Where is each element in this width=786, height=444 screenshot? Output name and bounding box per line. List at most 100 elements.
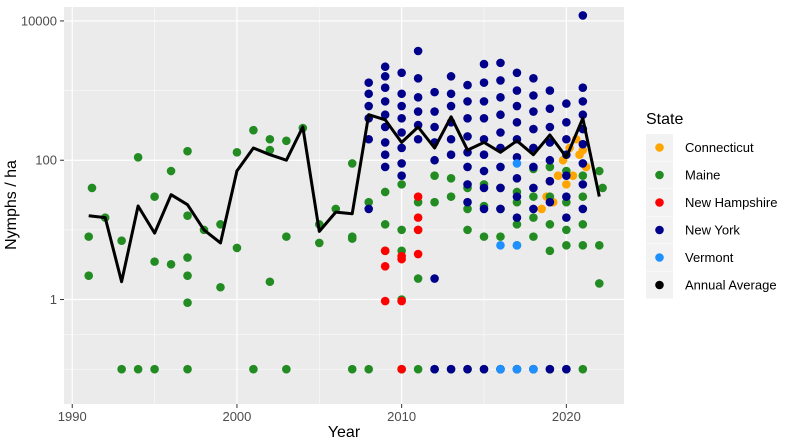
new-york-point <box>512 101 522 111</box>
new-york-point <box>529 124 538 134</box>
maine-point <box>265 134 275 144</box>
new-york-point <box>479 204 489 214</box>
maine-point <box>413 274 423 283</box>
new-york-point <box>413 93 423 102</box>
y-tick-label: 1 <box>50 292 57 307</box>
new-york-point <box>380 150 390 160</box>
vermont-point <box>512 159 522 168</box>
maine-point <box>529 232 538 241</box>
new-york-point <box>496 183 505 193</box>
new-york-point <box>545 197 555 207</box>
new-york-point <box>463 80 472 90</box>
maine-point <box>380 187 390 197</box>
maine-point <box>249 125 258 135</box>
maine-point <box>183 211 192 220</box>
legend-key-new-york <box>655 225 664 235</box>
legend-label-annual-average: Annual Average <box>685 278 777 293</box>
new-york-point <box>496 128 505 137</box>
new-york-point <box>562 364 571 374</box>
new-york-point <box>529 162 538 172</box>
maine-point <box>314 238 324 248</box>
maine-point <box>347 364 357 374</box>
maine-point <box>133 364 143 374</box>
new-york-point <box>413 107 423 116</box>
maine-point <box>150 257 159 266</box>
legend: State Connecticut Maine New Hampshire New Y… <box>646 111 777 299</box>
new-york-point <box>562 171 571 180</box>
new-hampshire-point <box>413 249 423 259</box>
maine-point <box>430 197 439 207</box>
new-york-point <box>578 83 588 92</box>
new-york-point <box>512 68 522 78</box>
new-york-point <box>463 162 472 172</box>
new-york-point <box>463 180 472 189</box>
maine-point <box>117 364 126 374</box>
y-tick-label: 100 <box>35 153 57 168</box>
vermont-point <box>496 241 505 250</box>
legend-label-vermont: Vermont <box>685 250 734 265</box>
maine-point <box>282 364 291 374</box>
connecticut-point <box>568 171 578 180</box>
maine-point <box>183 364 192 374</box>
panel-background <box>64 7 624 404</box>
new-york-point <box>413 74 423 83</box>
maine-point <box>594 241 604 250</box>
maine-point <box>232 147 242 157</box>
maine-point <box>562 225 571 235</box>
x-tick-label: 2020 <box>552 409 581 424</box>
maine-point <box>84 271 94 280</box>
new-york-point <box>479 134 489 144</box>
new-york-point <box>463 97 472 106</box>
new-york-point <box>562 134 571 144</box>
new-hampshire-point <box>413 225 423 235</box>
maine-point <box>446 192 456 201</box>
new-york-point <box>463 197 472 207</box>
maine-point <box>545 220 555 229</box>
maine-point <box>117 236 126 245</box>
new-york-point <box>364 204 374 214</box>
maine-point <box>529 213 538 222</box>
new-york-point <box>479 97 489 106</box>
new-york-point <box>397 159 406 168</box>
new-york-point <box>397 68 406 78</box>
legend-title: State <box>646 111 683 128</box>
y-tick-label: 10000 <box>21 13 57 28</box>
vermont-point <box>512 241 522 250</box>
new-york-point <box>578 11 588 20</box>
maine-point <box>529 192 538 201</box>
new-hampshire-point <box>380 261 390 271</box>
new-york-point <box>446 101 456 111</box>
legend-label-connecticut: Connecticut <box>685 140 754 155</box>
new-york-point <box>496 204 505 214</box>
maine-point <box>150 364 159 374</box>
new-york-point <box>463 364 472 374</box>
maine-point <box>87 183 97 193</box>
maine-point <box>545 162 555 172</box>
maine-point <box>265 277 275 287</box>
new-york-point <box>380 110 390 120</box>
new-york-point <box>578 159 588 168</box>
maine-point <box>598 183 607 193</box>
x-tick-label: 2010 <box>387 409 416 424</box>
maine-point <box>578 241 588 250</box>
new-hampshire-point <box>397 364 406 374</box>
maine-point <box>265 145 275 155</box>
new-york-point <box>562 118 571 127</box>
new-york-point <box>479 59 489 69</box>
maine-point <box>166 260 176 269</box>
maine-point <box>347 234 357 243</box>
maine-point <box>430 171 439 180</box>
new-york-point <box>397 143 406 153</box>
new-york-point <box>397 101 406 111</box>
maine-point <box>578 192 588 201</box>
new-york-point <box>578 139 588 149</box>
maine-point <box>397 225 406 235</box>
legend-key-connecticut <box>655 143 664 152</box>
new-hampshire-point <box>413 192 423 201</box>
maine-point <box>364 197 374 207</box>
maine-point <box>282 232 291 241</box>
new-york-point <box>463 113 472 123</box>
new-york-point <box>529 107 538 116</box>
new-york-point <box>479 364 489 374</box>
